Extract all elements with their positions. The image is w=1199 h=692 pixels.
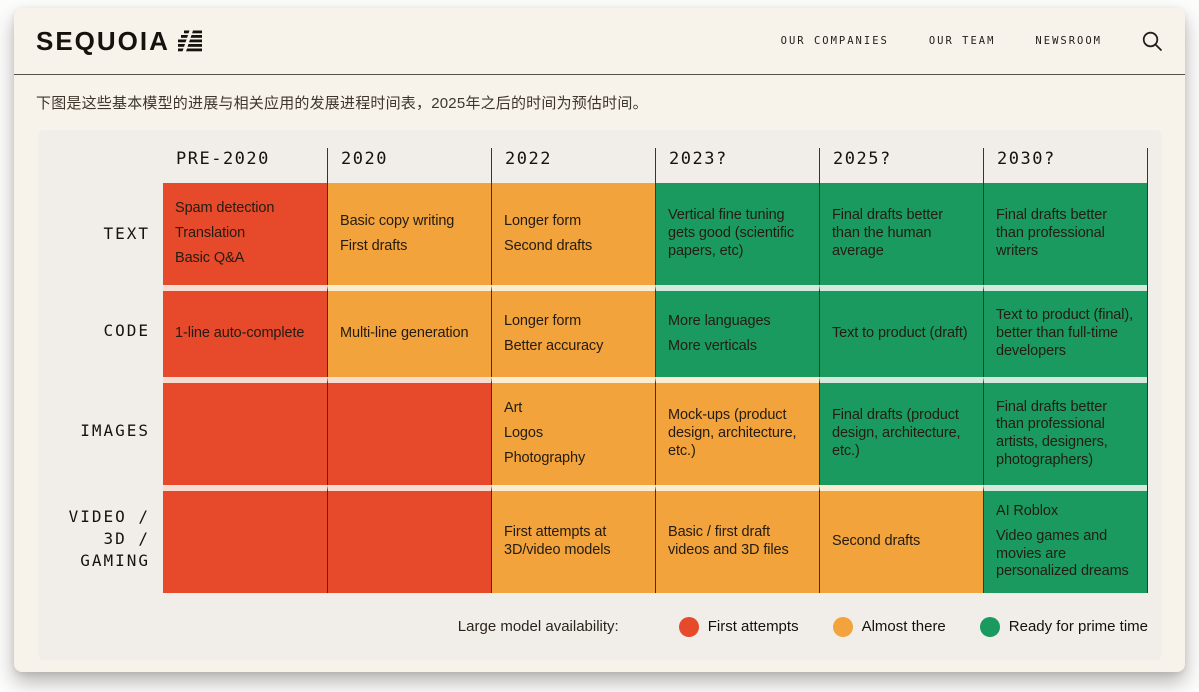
legend-title: Large model availability:: [457, 618, 619, 635]
timeline-cell: Final drafts better than professional ar…: [983, 377, 1147, 485]
timeline-cell: Longer form Second drafts: [491, 183, 655, 285]
row-label: IMAGES: [80, 421, 150, 440]
timeline-cell: Multi-line generation: [327, 285, 491, 377]
search-icon[interactable]: [1142, 31, 1163, 52]
legend-item: Almost there: [832, 616, 946, 637]
column-headers-row: PRE-2020 2020 2022 2023? 2025? 2030?: [163, 148, 1148, 183]
cell-text: Final drafts (product design, architectu…: [832, 407, 961, 459]
row-labels-column: TEXT CODE IMAGES VIDEO /3D / GAMING: [38, 183, 163, 593]
main-nav: OUR COMPANIES OUR TEAM NEWSROOM: [781, 31, 1163, 52]
timeline-cell: Basic copy writing First drafts: [327, 183, 491, 285]
sequoia-logo-mark-icon: [177, 29, 202, 53]
cell-text: Mock-ups (product design, architecture, …: [668, 407, 797, 459]
cell-text: Second drafts: [504, 237, 593, 254]
timeline-cell: Mock-ups (product design, architecture, …: [655, 377, 819, 485]
timeline-cell: 1-line auto-complete: [163, 285, 327, 377]
cell-text: First drafts: [340, 237, 408, 254]
legend-item: First attempts: [678, 616, 799, 637]
timeline-cell: Text to product (draft): [819, 285, 983, 377]
cell-text: Text to product (draft): [832, 325, 968, 342]
page-card: SEQUOIA OUR COMPANIES OUR TEAM NEWSROOM: [14, 8, 1185, 672]
cell-text: Better accuracy: [504, 337, 604, 354]
timeline-chart: TEXT CODE IMAGES VIDEO /3D / GAMING PRE-2020…: [38, 130, 1162, 660]
column-header: 2023?: [655, 148, 819, 183]
timeline-cell: [327, 377, 491, 485]
cell-text: Text to product (final), better than ful…: [996, 307, 1134, 359]
timeline-grid: Spam detection Translation Basic Q&A Basic …: [163, 183, 1148, 593]
cell-text: Final drafts better than professional ar…: [996, 398, 1108, 468]
intro-text: 下图是这些基本模型的进展与相关应用的发展进程时间表，2025年之后的时间为预估时…: [36, 95, 648, 112]
timeline-cell: [163, 377, 327, 485]
cell-text: Final drafts better than the human avera…: [832, 207, 943, 259]
cell-text: More verticals: [668, 337, 757, 354]
cell-text: Basic copy writing: [340, 212, 455, 229]
cell-text: Vertical fine tuning gets good (scientif…: [668, 207, 795, 259]
column-header: 2025?: [819, 148, 983, 183]
cell-text: Longer form: [504, 212, 582, 229]
cell-text: Basic / first draft videos and 3D files: [668, 524, 789, 558]
timeline-cell: [327, 485, 491, 593]
legend-item-label: First attempts: [707, 618, 799, 635]
legend-item-label: Almost there: [861, 618, 946, 635]
timeline-cell: Spam detection Translation Basic Q&A: [163, 183, 327, 285]
column-header: 2030?: [983, 148, 1147, 183]
sequoia-logo[interactable]: SEQUOIA: [36, 26, 206, 57]
cell-text: First attempts at 3D/video models: [504, 524, 611, 558]
cell-text: Final drafts better than professional wr…: [996, 207, 1107, 259]
legend-dot-icon: [832, 616, 853, 637]
cell-text: Multi-line generation: [340, 325, 469, 342]
column-header: 2020: [327, 148, 491, 183]
legend: Large model availability: First attempts…: [38, 593, 1148, 660]
timeline-cell: Second drafts: [819, 485, 983, 593]
row-label: CODE: [103, 321, 150, 340]
nav-newsroom[interactable]: NEWSROOM: [1035, 35, 1102, 47]
cell-text: Art: [504, 400, 523, 417]
timeline-cell: First attempts at 3D/video models: [491, 485, 655, 593]
row-label: TEXT: [103, 224, 150, 243]
timeline-cell: AI Roblox Video games and movies are pers…: [983, 485, 1147, 593]
legend-dot-icon: [979, 616, 1000, 637]
legend-dot-icon: [678, 616, 699, 637]
row-label: VIDEO /3D / GAMING: [68, 507, 150, 570]
timeline-cell: Longer form Better accuracy: [491, 285, 655, 377]
column-header: 2022: [491, 148, 655, 183]
timeline-cell: Vertical fine tuning gets good (scientif…: [655, 183, 819, 285]
timeline-cell: Final drafts better than the human avera…: [819, 183, 983, 285]
column-header: PRE-2020: [176, 149, 270, 169]
cell-text: AI Roblox: [996, 503, 1058, 520]
cell-text: Second drafts: [832, 533, 921, 550]
cell-text: Video games and movies are personalized …: [996, 527, 1129, 580]
cell-text: 1-line auto-complete: [175, 325, 305, 342]
timeline-cell: Final drafts better than professional wr…: [983, 183, 1147, 285]
site-header: SEQUOIA OUR COMPANIES OUR TEAM NEWSROOM: [14, 8, 1185, 75]
legend-item: Ready for prime time: [979, 616, 1148, 637]
timeline-cell: Text to product (final), better than ful…: [983, 285, 1147, 377]
timeline-cell: Basic / first draft videos and 3D files: [655, 485, 819, 593]
timeline-cell: Art Logos Photography: [491, 377, 655, 485]
nav-our-team[interactable]: OUR TEAM: [928, 35, 996, 47]
cell-text: Longer form: [504, 312, 582, 329]
timeline-cell: Final drafts (product design, architectu…: [819, 377, 983, 485]
sequoia-logo-text: SEQUOIA: [36, 25, 170, 56]
nav-our-companies[interactable]: OUR COMPANIES: [780, 35, 889, 47]
cell-text: Logos: [504, 425, 544, 442]
cell-text: Photography: [504, 449, 586, 466]
cell-text: Spam detection: [175, 200, 275, 217]
cell-text: Translation: [175, 225, 246, 242]
timeline-cell: More languages More verticals: [655, 285, 819, 377]
legend-item-label: Ready for prime time: [1008, 618, 1148, 635]
cell-text: More languages: [668, 312, 771, 329]
timeline-cell: [163, 485, 327, 593]
cell-text: Basic Q&A: [175, 249, 245, 266]
